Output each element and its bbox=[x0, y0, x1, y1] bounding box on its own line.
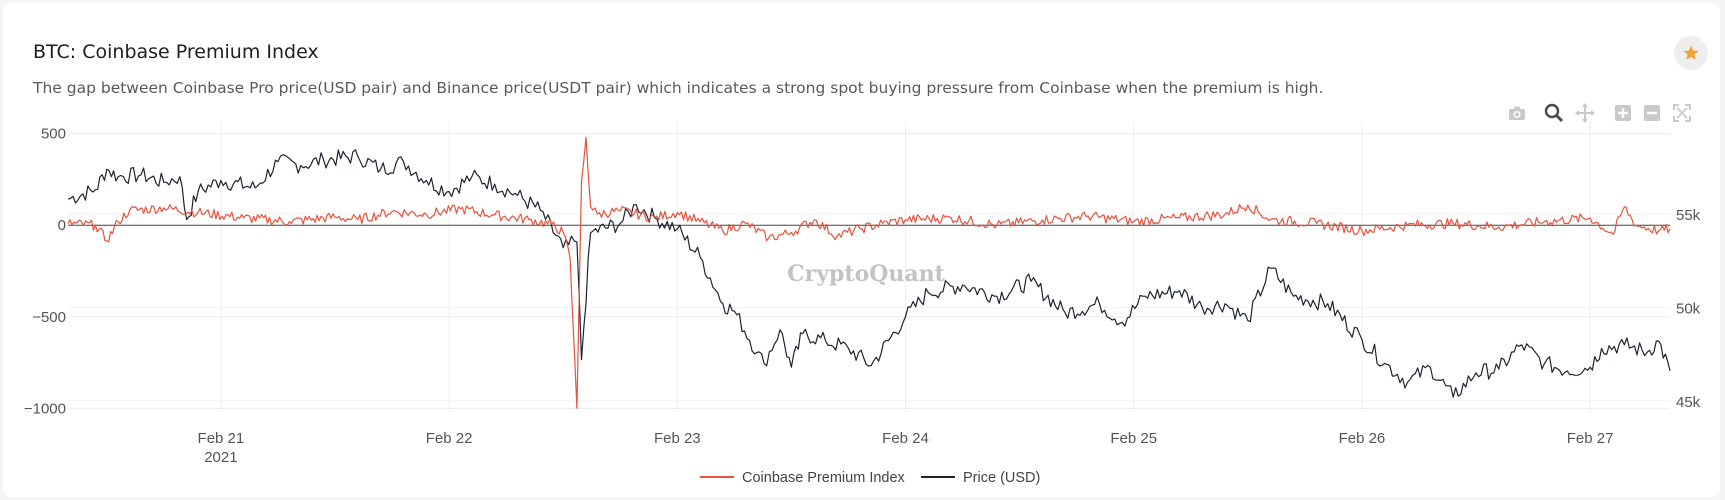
y-left-tick-label: −500 bbox=[32, 309, 66, 326]
watermark: CryptoQuant bbox=[787, 261, 946, 287]
chart-card: BTC: Coinbase Premium Index The gap betw… bbox=[3, 3, 1720, 497]
y-right-tick-label: 45k bbox=[1676, 394, 1701, 411]
zoom-icon[interactable] bbox=[1544, 103, 1564, 123]
x-tick-label: Feb 23 bbox=[654, 430, 701, 447]
zoom-in-icon[interactable] bbox=[1613, 103, 1633, 123]
y-left-tick-label: −1000 bbox=[24, 400, 66, 417]
legend-item-label[interactable]: Coinbase Premium Index bbox=[742, 470, 906, 486]
y-right-tick-label: 55k bbox=[1676, 207, 1701, 224]
chart-title: BTC: Coinbase Premium Index bbox=[33, 41, 319, 63]
x-tick-label: Feb 22 bbox=[426, 430, 473, 447]
series-line bbox=[67, 136, 1671, 409]
pan-icon[interactable] bbox=[1575, 103, 1595, 123]
legend: Coinbase Premium Index Price (USD) bbox=[700, 470, 1040, 486]
x-tick-label: Feb 24 bbox=[882, 430, 929, 447]
gridlines bbox=[68, 122, 1670, 412]
favorite-button[interactable] bbox=[1674, 36, 1708, 70]
camera-icon[interactable] bbox=[1507, 103, 1527, 123]
zoom-out-icon[interactable] bbox=[1642, 103, 1662, 123]
x-tick-label: Feb 26 bbox=[1339, 430, 1386, 447]
series-line bbox=[67, 149, 1671, 398]
x-tick-label: Feb 25 bbox=[1110, 430, 1157, 447]
y-left-tick-label: 0 bbox=[58, 217, 66, 234]
y-left-tick-label: 500 bbox=[41, 126, 66, 143]
y-right-tick-label: 50k bbox=[1676, 300, 1701, 317]
legend-item-label[interactable]: Price (USD) bbox=[963, 470, 1040, 486]
chart-description: The gap between Coinbase Pro price(USD p… bbox=[33, 79, 1324, 97]
x-tick-label: Feb 27 bbox=[1567, 430, 1614, 447]
star-icon bbox=[1683, 45, 1699, 60]
x-tick-label: Feb 21 bbox=[198, 430, 245, 447]
autoscale-icon[interactable] bbox=[1672, 103, 1692, 123]
x-year-label: 2021 bbox=[204, 449, 237, 466]
